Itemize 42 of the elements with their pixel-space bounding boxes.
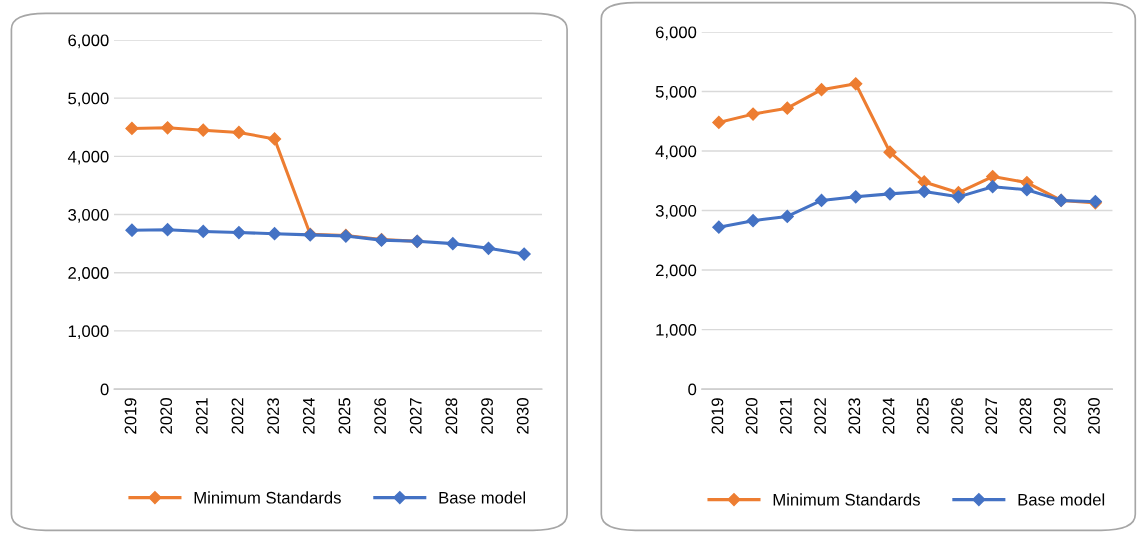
y-tick-label: 1,000 <box>68 325 109 340</box>
x-tick-label: 2029 <box>1053 398 1066 434</box>
y-tick-label: 4,000 <box>67 150 109 165</box>
y-tick-label: 0 <box>100 383 109 396</box>
y-tick-label: 0 <box>688 383 697 396</box>
y-tick-label: 6,000 <box>68 34 109 49</box>
x-tick-label: 2020 <box>745 398 758 434</box>
x-tick-label: 2030 <box>1088 398 1100 434</box>
y-tick-label: 1,000 <box>656 323 697 338</box>
x-tick-label: 2027 <box>409 398 422 434</box>
x-tick-label: 2024 <box>882 397 895 434</box>
legend-label: Minimum Standards <box>773 493 920 506</box>
x-tick-label: 2026 <box>951 398 963 434</box>
y-tick-label: 3,000 <box>68 208 109 223</box>
x-tick-label: 2021 <box>195 398 208 434</box>
x-tick-label: 2020 <box>160 398 173 434</box>
x-tick-label: 2025 <box>916 398 929 434</box>
legend-label: Base model <box>1018 493 1105 506</box>
x-tick-label: 2028 <box>1019 398 1032 434</box>
y-tick-label: 5,000 <box>68 92 109 107</box>
x-tick-label: 2019 <box>124 398 137 434</box>
y-tick-label: 6,000 <box>656 26 697 41</box>
x-tick-label: 2026 <box>374 398 386 434</box>
y-tick-label: 2,000 <box>68 267 109 281</box>
y-tick-label: 2,000 <box>655 264 697 279</box>
x-tick-label: 2021 <box>779 398 792 434</box>
x-tick-label: 2029 <box>481 398 493 434</box>
x-tick-label: 2019 <box>711 398 724 434</box>
y-tick-label: 4,000 <box>655 145 697 160</box>
x-tick-label: 2024 <box>302 397 315 434</box>
legend-label: Base model <box>439 491 526 504</box>
x-tick-label: 2023 <box>267 398 280 434</box>
x-tick-label: 2022 <box>231 398 244 434</box>
x-tick-label: 2022 <box>814 398 826 434</box>
legend-label: Minimum Standards <box>194 491 341 504</box>
x-tick-label: 2028 <box>445 398 458 434</box>
x-tick-label: 2025 <box>338 398 351 434</box>
x-tick-label: 2023 <box>848 398 861 434</box>
y-tick-label: 3,000 <box>655 204 697 219</box>
y-tick-label: 5,000 <box>655 85 697 100</box>
x-tick-label: 2030 <box>516 398 529 434</box>
x-tick-label: 2027 <box>985 398 998 434</box>
